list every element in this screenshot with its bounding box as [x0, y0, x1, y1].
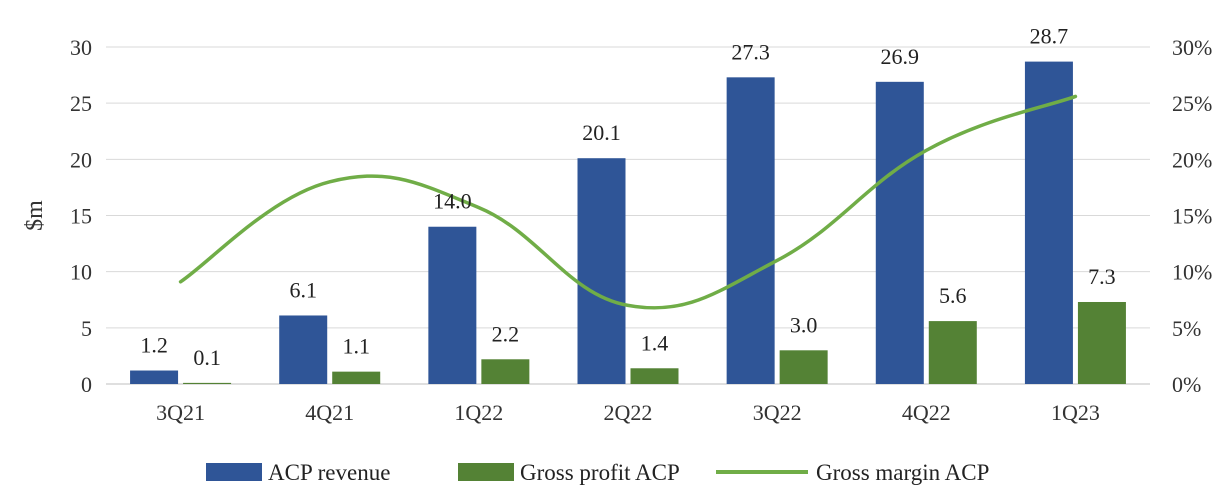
bar-data-label: 0.1	[193, 345, 221, 370]
legend-swatch	[206, 463, 262, 481]
margin-line-layer	[178, 94, 1078, 310]
bar-data-label: 1.1	[342, 334, 370, 359]
x-tick-label: 3Q22	[753, 400, 802, 425]
data-labels: 1.2 6.1 14.0 20.1 27.3 26.9 28.7 0.1 1.1 2.2 1.4 3.…	[140, 24, 1115, 370]
bar-data-label: 2.2	[492, 321, 520, 346]
y2-tick-label: 0%	[1172, 372, 1201, 397]
y-tick-label: 10	[70, 260, 92, 285]
y2-tick-label: 10%	[1172, 260, 1212, 285]
y-axis-title: $m	[22, 200, 48, 231]
bar	[279, 315, 328, 384]
bar	[779, 350, 828, 384]
bar	[130, 370, 179, 384]
bar	[183, 382, 232, 384]
y2-tick-label: 30%	[1172, 35, 1212, 60]
y-tick-label: 15	[70, 204, 92, 229]
bar	[875, 81, 924, 384]
bar-data-label: 1.4	[641, 330, 669, 355]
legend-label: Gross margin ACP	[816, 460, 989, 485]
y2-tick-label: 5%	[1172, 316, 1201, 341]
bar	[726, 77, 775, 384]
y-tick-label: 20	[70, 147, 92, 172]
x-tick-label: 3Q21	[156, 400, 205, 425]
bars	[130, 61, 1126, 384]
y-tick-label: 5	[81, 316, 92, 341]
bar-data-label: 27.3	[731, 39, 770, 64]
bar	[928, 321, 977, 384]
bar-data-label: 26.9	[881, 44, 920, 69]
bar	[1024, 61, 1073, 384]
bar	[481, 359, 530, 384]
bar-data-label: 7.3	[1088, 264, 1116, 289]
y-tick-label: 25	[70, 91, 92, 116]
axes: 0 5 10 15 20 25 30 0% 5% 10% 15% 20% 25% 30% $m 3Q21 4Q2…	[22, 35, 1212, 425]
x-tick-label: 2Q22	[604, 400, 653, 425]
y-tick-label: 0	[81, 372, 92, 397]
x-tick-label: 4Q22	[902, 400, 951, 425]
legend-label: ACP revenue	[268, 460, 390, 485]
bar-data-label: 14.0	[433, 189, 472, 214]
bar-data-label: 3.0	[790, 312, 818, 337]
bar	[1077, 301, 1126, 384]
y-tick-label: 30	[70, 35, 92, 60]
bar-data-label: 20.1	[582, 120, 621, 145]
x-tick-label: 1Q23	[1051, 400, 1100, 425]
bar-data-label: 5.6	[939, 283, 967, 308]
bar	[428, 226, 477, 384]
y2-tick-label: 15%	[1172, 204, 1212, 229]
x-tick-label: 1Q22	[454, 400, 503, 425]
bar	[630, 368, 679, 384]
legend: ACP revenue Gross profit ACP Gross margin …	[206, 460, 989, 485]
x-tick-label: 4Q21	[305, 400, 354, 425]
y2-tick-label: 25%	[1172, 91, 1212, 116]
bar-data-label: 28.7	[1030, 24, 1069, 49]
legend-swatch	[458, 463, 514, 481]
bar	[332, 371, 381, 384]
legend-label: Gross profit ACP	[520, 460, 680, 485]
gross-margin-line	[178, 94, 1078, 310]
bar	[577, 158, 626, 384]
bar-data-label: 1.2	[140, 333, 168, 358]
y2-tick-label: 20%	[1172, 147, 1212, 172]
bar-data-label: 6.1	[289, 277, 317, 302]
